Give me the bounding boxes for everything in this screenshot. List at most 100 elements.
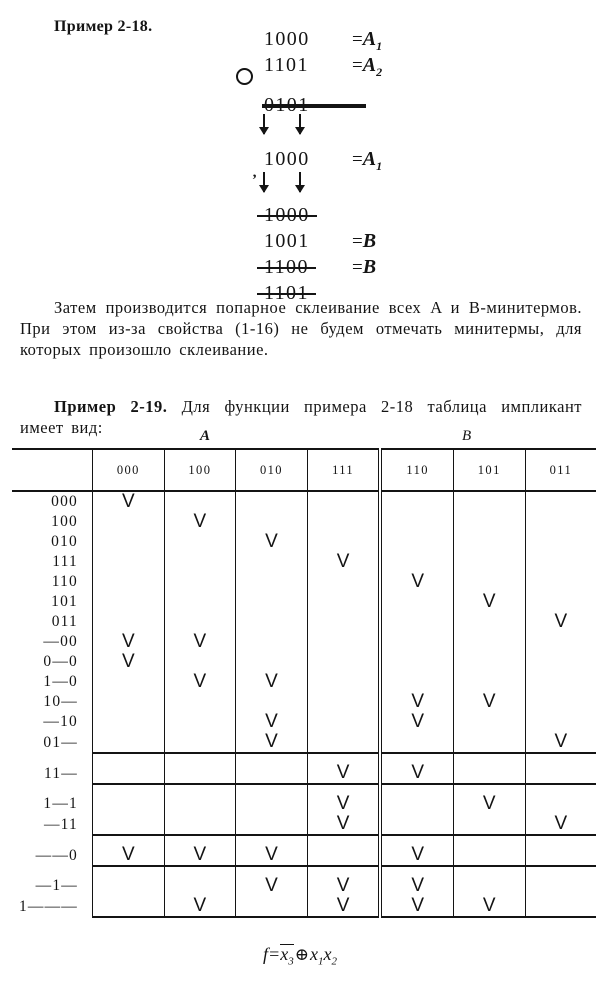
cell-—10-011 [524, 712, 597, 732]
group-spacer-cell [235, 835, 308, 845]
cell-——0-010: V [235, 845, 308, 867]
group-spacer-cell [92, 753, 165, 763]
row-label: —10 [43, 713, 78, 730]
column-header-000: 000 [92, 448, 165, 492]
column-header-011: 011 [524, 448, 597, 492]
cell-—1—-011 [524, 876, 597, 896]
row-label: 010 [51, 533, 78, 550]
column-header-010: 010 [235, 448, 308, 492]
cell-110-110: V [378, 571, 454, 592]
cell-—1—-101 [452, 876, 526, 896]
row-label: 100 [51, 513, 78, 530]
group-spacer-cell [92, 835, 165, 845]
cell-111-111: V [306, 552, 381, 572]
check-mark-icon: V [193, 511, 207, 532]
cell-011-111 [306, 612, 381, 632]
table-row: 1—1 V V [12, 793, 597, 814]
table-row: —11 V V [12, 814, 597, 836]
calc-row: 0101 [236, 92, 466, 118]
circle-xor-symbol-icon [236, 68, 253, 85]
group-spacer-cell [452, 835, 526, 845]
cell-—11-011: V [524, 814, 597, 836]
table-row: 11— V V [12, 763, 597, 785]
table-row: 101 V [12, 592, 597, 612]
check-mark-icon: V [411, 711, 425, 732]
calc-row: 1000 =A1 [236, 26, 466, 53]
group-spacer-cell [306, 784, 381, 794]
group-spacer-label [12, 866, 93, 876]
check-mark-icon: V [193, 671, 207, 692]
cell-101-010 [235, 592, 308, 612]
cell-—10-110: V [378, 711, 454, 732]
check-mark-icon: V [265, 731, 278, 752]
cell-——0-100: V [163, 845, 236, 867]
group-spacer-row [12, 753, 597, 763]
row-label: 110 [51, 573, 78, 590]
cell-—00-111 [306, 632, 381, 652]
corner-cell [12, 448, 93, 492]
group-spacer-row [12, 866, 597, 876]
cell-111-011 [524, 552, 597, 572]
result-formula: f=x3⊕x1x2 [0, 944, 600, 968]
cell-010-011 [524, 532, 597, 552]
cell-010-110 [378, 532, 454, 552]
cell-100-100: V [163, 511, 236, 532]
xor-operator-icon: ⊕ [294, 945, 309, 964]
example-219-block: Пример 2-19. Для функции примера 2-18 та… [20, 396, 582, 438]
cell-1—1-110 [378, 794, 454, 814]
cell-—10-101 [452, 712, 526, 732]
cell-1—1-101: V [452, 793, 526, 814]
table-row: —00 V V [12, 632, 597, 652]
cell-01—-100 [163, 732, 236, 754]
cell-——0-101 [452, 845, 526, 867]
group-spacer-cell [235, 753, 308, 763]
cell-110-010 [235, 572, 308, 592]
cell-—1—-100 [163, 876, 236, 896]
cell-1—1-011 [524, 794, 597, 814]
cell-1———-011 [524, 896, 597, 918]
table-body: 000 V 100 V 010 V 111 V 110 V 101 V 011 V —00 V V 0—0 V 1—0… [12, 491, 597, 918]
implicant-table: 000 100 010 111 110 101 011 000 V 100 V 010 V 111 V 11… [12, 448, 597, 918]
row-label: 101 [51, 593, 78, 610]
calc-equals: =B [352, 256, 377, 278]
formula-lhs: f [263, 944, 269, 964]
cell-010-010: V [235, 532, 308, 552]
cell-110-101 [452, 572, 526, 592]
group-label-a: A [200, 428, 211, 444]
row-label: 1——— [18, 897, 78, 915]
check-mark-icon: V [411, 895, 425, 916]
check-mark-icon: V [411, 571, 425, 592]
group-spacer-cell [524, 784, 597, 794]
cell-111-110 [378, 552, 454, 572]
cell-1—0-100: V [163, 671, 236, 692]
column-header-110: 110 [378, 448, 454, 492]
cell-101-000 [92, 592, 165, 612]
calc-row: 1001 =B [236, 228, 466, 254]
down-arrow-pair-icon [236, 114, 308, 140]
cell-000-100 [163, 491, 236, 512]
group-spacer-cell [163, 784, 236, 794]
table-row: —1— V V V [12, 876, 597, 896]
row-label: —11 [43, 815, 78, 833]
cell-—1—-000 [92, 876, 165, 896]
cell-1———-100: V [163, 896, 236, 918]
check-mark-icon: V [482, 793, 496, 814]
formula-term-b: x2 [323, 944, 337, 968]
group-spacer-cell [378, 784, 454, 794]
table-row: 110 V [12, 571, 597, 592]
cell-——0-000: V [92, 845, 165, 867]
cell-000-000: V [92, 491, 165, 512]
cell-10—-110: V [378, 692, 454, 712]
table-row: —10 V V [12, 711, 597, 732]
cell-—00-110 [378, 632, 454, 652]
check-mark-icon: V [482, 895, 496, 916]
cell-0—0-101 [452, 652, 526, 672]
cell-011-010 [235, 612, 308, 632]
cell-011-100 [163, 612, 236, 632]
row-label: 000 [51, 493, 78, 510]
cell-1—0-111 [306, 672, 381, 692]
calc-equals: =A1 [352, 28, 383, 53]
cell-—10-010: V [235, 712, 308, 732]
cell-010-101 [452, 532, 526, 552]
table-row: 011 V [12, 612, 597, 632]
